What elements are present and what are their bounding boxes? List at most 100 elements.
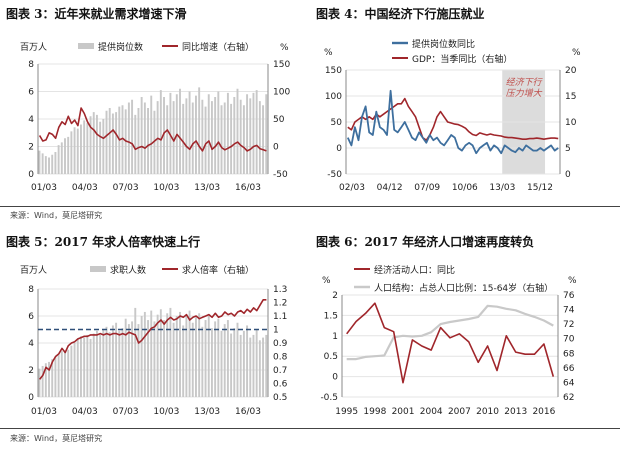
bar [172,322,175,397]
left-unit-label: 百万人 [20,265,47,276]
bar [115,322,118,397]
bar [134,114,137,174]
y-tick-left: 0 [336,144,342,154]
bar [60,351,63,397]
bar [252,334,255,397]
y-tick-right: 15 [565,92,576,102]
y-tick-right: 0.5 [273,393,287,403]
bar [207,316,210,397]
bar [246,94,249,174]
bar [156,314,159,397]
x-tick-label: 07/09 [414,183,440,193]
legend-label: 提供岗位数同比 [412,38,475,50]
left-unit-label: 百万人 [20,42,47,53]
y-tick-left: 1 [332,332,338,342]
bar [220,330,223,397]
y-tick-right: 72 [563,320,574,330]
annotation-text: 经济下行 [506,77,544,88]
x-tick-label: 10/03 [153,407,179,417]
legend-label: 经济活动人口：同比 [374,264,455,276]
x-tick-label: 16/03 [235,183,261,193]
bar [169,92,172,174]
bar [38,368,41,397]
bar [92,333,95,397]
bar [233,97,236,174]
chart-6: 图表 6：2017 年经济人口增速再度转负 %% 经济活动人口：同比 人口结构：占总… [310,225,620,425]
bar [143,102,146,174]
y-tick-right: 0 [565,170,571,180]
bar [105,326,108,397]
bar [255,329,258,397]
y-tick-left: 4 [28,115,34,125]
x-tick-label: 2001 [392,407,415,417]
bar [150,95,153,174]
bar [127,324,130,397]
bar [198,87,201,174]
y-tick-left: 50 [331,118,343,128]
bar [255,90,258,174]
left-unit-label: % [324,48,333,58]
bar [89,116,92,174]
y-tick-right: 70 [563,335,575,345]
x-tick-label: 07/03 [113,183,139,193]
bar [153,321,156,397]
bar [230,333,233,397]
x-tick-label: 13/03 [194,407,220,417]
bar [105,110,108,174]
bar [166,105,169,174]
y-tick-left: 150 [325,66,342,76]
legend-swatch [90,266,106,272]
bar [67,349,70,397]
bar [179,88,181,174]
y-tick-right: 1.3 [273,285,287,295]
bar [124,318,127,397]
bar [185,98,188,174]
chart-3: 图表 3：近年来就业需求增速下滑 百万人% 提供岗位数 同比增速（右轴） 0 2 4 6 8 -… [0,0,310,205]
x-tick-label: 2016 [532,407,555,417]
x-tick-label: 07/03 [113,407,139,417]
bar [54,152,57,174]
population-share-line [346,304,554,361]
y-tick-right: 0.9 [273,339,288,349]
bar [182,325,185,397]
bar [191,102,194,174]
x-tick-label: 10/06 [452,183,478,193]
legend-label: 提供岗位数 [98,41,143,53]
bar [64,138,66,174]
y-tick-left: 8 [28,285,34,295]
bar [210,101,213,174]
bar [127,102,130,174]
bar [102,329,105,397]
x-tick-label: 2010 [476,407,499,417]
bar [258,340,261,397]
bar [217,91,220,174]
legend-label: 求职人数 [110,264,146,276]
ratio-line [38,299,267,380]
bar [236,322,239,397]
bar [140,316,143,397]
bar [159,90,162,174]
x-tick-label: 04/03 [72,407,98,417]
bar [214,97,217,174]
chart-5-plot: 百万人 求职人数 求人倍率（右轴） 0 2 4 6 8 0.5 0.6 0.7 0.8 0.9 1 1.1 1… [20,264,288,417]
bar [153,110,156,174]
legend-label: 求人倍率（右轴） [182,264,254,276]
y-tick-right: 74 [563,306,575,316]
x-tick-label: 16/03 [235,407,261,417]
bar [185,314,188,397]
bar [121,328,124,397]
y-tick-left: 4 [28,339,34,349]
bar [41,365,44,397]
bar [226,92,229,174]
legend-label: 同比增速（右轴） [182,41,254,53]
legend-swatch [78,43,94,49]
y-tick-left: 6 [28,312,34,322]
bar [201,99,204,174]
bar [246,325,249,397]
bar [169,307,172,397]
bar [242,105,245,174]
bar [239,334,242,397]
x-tick-label: 2007 [448,407,471,417]
bar [188,310,191,397]
